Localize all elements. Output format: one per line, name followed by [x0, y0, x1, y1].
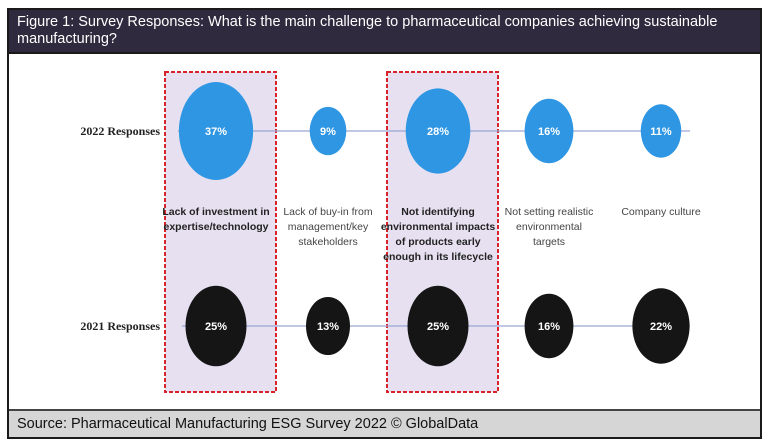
- figure-source: Source: Pharmaceutical Manufacturing ESG…: [9, 409, 760, 437]
- row-label: 2022 Responses: [80, 124, 160, 138]
- bubble: [309, 106, 347, 156]
- category-label: environmental: [516, 221, 582, 233]
- row-label: 2021 Responses: [80, 319, 160, 333]
- category-label: Company culture: [621, 206, 701, 218]
- bubble-value-label: 9%: [320, 126, 336, 138]
- bubble: [524, 98, 574, 164]
- bubble: [524, 293, 574, 359]
- category-label: Lack of investment in: [162, 206, 269, 218]
- bubble-value-label: 11%: [650, 126, 672, 138]
- bubble-value-label: 28%: [427, 126, 449, 138]
- category-label: targets: [533, 236, 565, 248]
- bubble-value-label: 13%: [317, 321, 339, 333]
- bubble-value-label: 25%: [205, 321, 227, 333]
- bubble-value-label: 16%: [538, 126, 560, 138]
- bubble: [405, 88, 471, 174]
- figure-title: Figure 1: Survey Responses: What is the …: [9, 10, 760, 54]
- category-label: Not identifying: [401, 206, 475, 218]
- category-label: management/key: [288, 221, 369, 233]
- category-label: of products early: [395, 236, 480, 248]
- bubble: [640, 104, 682, 158]
- bubble-value-label: 37%: [205, 126, 227, 138]
- category-label: stakeholders: [298, 236, 358, 248]
- bubble-value-label: 16%: [538, 321, 560, 333]
- figure-frame: Figure 1: Survey Responses: What is the …: [7, 8, 762, 439]
- bubble-value-label: 22%: [650, 321, 672, 333]
- category-label: expertise/technology: [163, 221, 268, 233]
- bubble: [632, 288, 690, 364]
- category-label: Lack of buy-in from: [283, 206, 373, 218]
- category-label: Not setting realistic: [505, 206, 594, 218]
- bubble: [178, 82, 254, 180]
- bubble: [306, 296, 350, 356]
- category-label: environmental impacts: [381, 221, 496, 233]
- bubble: [407, 285, 469, 367]
- bubble-value-label: 25%: [427, 321, 449, 333]
- category-label: enough in its lifecycle: [383, 251, 493, 263]
- bubble: [185, 285, 247, 367]
